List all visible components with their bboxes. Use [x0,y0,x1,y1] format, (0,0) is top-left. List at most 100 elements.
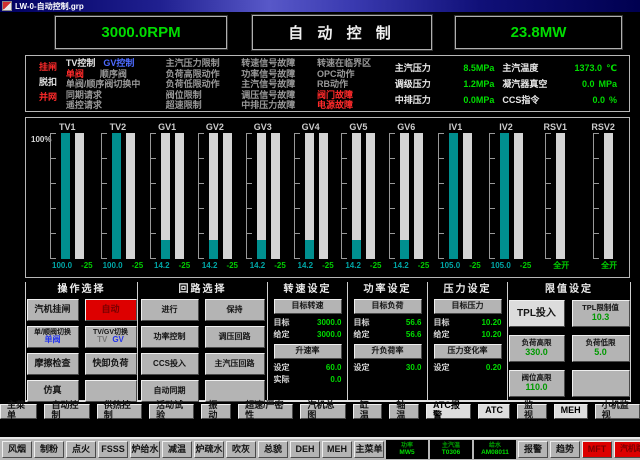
cell-label: 主汽温 [441,442,460,449]
panel-title: 压力设定 [443,284,492,295]
operation-button[interactable]: 自动 [84,299,137,321]
loop-button[interactable]: 功率控制 [140,326,199,348]
valve-scale [197,133,204,259]
readout-unit: ℃ [606,63,617,73]
valve-bar-demand [414,133,424,259]
button-label: 自动同期 [153,385,186,395]
cell-value: AM08011 [481,448,509,456]
misc-readout-column: 主汽温度 1373.0 ℃ 凝汽器真空 0.0 MPa CCS指令 0.0% [502,56,629,111]
taskbar-button[interactable]: 减温 [162,441,192,458]
valve-value: 14.2 [393,261,409,270]
nav-button[interactable]: 供热控制 [96,400,143,420]
valve-values: 全开 [599,259,617,272]
button-subtext: GV [112,335,124,345]
pressure-rate-button[interactable]: 压力变化率 [433,344,502,359]
valve-value: 105.0 [490,261,511,270]
setting-row: 设定 60.0 [274,362,342,374]
valve-ref-value: -25 [274,261,286,270]
valve-bars [593,133,614,259]
loop-button[interactable]: 自动同期 [140,380,199,402]
taskbar-button[interactable]: 风烟 [2,441,32,458]
valve-group: GV6 14.2 -25 [382,121,430,275]
nav-button[interactable]: 自动控制 [44,400,90,420]
cell-label: 给水 [488,442,501,449]
valve-scale [545,133,552,259]
limit-button[interactable]: TPL限制值 10.3 [571,300,630,327]
valve-values: 100.0 -25 [103,259,144,272]
taskbar-button[interactable]: 吹灰 [226,441,256,458]
valve-scale [150,133,157,259]
nav-button[interactable]: 汽机总图 [300,400,346,420]
loop-button[interactable]: 进行 [140,299,199,321]
valve-values: 14.2 -25 [298,259,334,272]
valve-label: IV2 [499,122,513,132]
valve-bar-fill [500,133,510,259]
readout-value: 0.0 [592,95,605,105]
panel-title: 操作选择 [57,284,106,295]
valve-ref-value: -25 [469,261,481,270]
nav-button[interactable]: MEH [553,403,588,419]
taskbar-button[interactable]: 炉疏水 [194,441,224,458]
taskbar-button[interactable]: 趋势 [550,441,580,458]
button-label: 负荷高限 [521,338,552,348]
limit-button[interactable]: 负荷高限 330.0 [508,335,565,362]
taskbar-button[interactable]: 炉给水 [130,441,160,458]
valve-bars [293,133,328,259]
speed-target-button[interactable]: 目标转速 [273,299,342,314]
taskbar-button[interactable]: 制粉 [34,441,64,458]
control-mode-display: 自 动 控 制 [252,15,432,50]
valve-bar-actual [352,133,362,259]
limit-button[interactable]: TPL投入 [508,300,565,327]
operation-button[interactable]: 单/顺阀切换 单阀 [26,326,79,348]
taskbar-button[interactable]: MEH [322,441,352,458]
operation-button[interactable]: 快卸负荷 [84,353,137,375]
setting-row: 给定 3000.0 [274,329,342,341]
limit-button[interactable]: 负荷低限 5.0 [571,335,630,362]
taskbar-alarm-button[interactable]: 汽机跳闸 [614,441,640,458]
taskbar-button[interactable]: DEH [290,441,320,458]
setting-label: 目标 [353,318,370,327]
valve-bar-fill [304,240,314,259]
loop-button[interactable]: CCS投入 [140,353,199,375]
taskbar-alarm-button[interactable]: MFT [582,441,612,458]
taskbar-button[interactable]: 报警 [518,441,548,458]
taskbar-button[interactable]: FSSS [98,441,128,458]
nav-button[interactable]: 超速/严密性 [238,400,294,420]
nav-button[interactable]: 小机监视 [594,400,640,420]
loop-button[interactable]: 保持 [204,299,265,321]
nav-button[interactable]: 振动 [201,400,232,420]
power-rate-button[interactable]: 升负荷率 [353,344,422,359]
cell-value: T0306 [441,448,461,456]
pressure-target-button[interactable]: 目标压力 [433,299,502,314]
valve-bar-demand [463,133,473,259]
loop-button[interactable]: 主汽压回路 [204,353,265,375]
taskbar-button[interactable]: 点火 [66,441,96,458]
valve-bar-actual [161,133,171,259]
operation-button[interactable]: TV/GV切换 TV GV [84,326,137,348]
taskbar-button[interactable]: 主菜单 [354,441,384,458]
nav-button[interactable]: ATC [478,403,511,419]
valve-bar-fill [400,240,410,259]
nav-button[interactable]: 缸温 [352,400,383,420]
button-label: TPL限制值 [582,303,619,313]
setting-label: 给定 [433,330,450,339]
valve-bar-demand [175,133,185,259]
nav-button[interactable]: 轴温 [389,400,420,420]
status-item: RB动作 [317,79,349,90]
power-target-button[interactable]: 目标负荷 [353,299,422,314]
operation-button[interactable]: 仿真 [26,380,79,402]
status-item: OPC动作 [317,68,355,79]
speed-rate-button[interactable]: 升速率 [273,344,342,359]
nav-button[interactable]: ATC报警 [426,400,472,420]
nav-button[interactable]: 主菜单 [0,400,38,420]
taskbar-button[interactable]: 总貌 [258,441,288,458]
readout-unit: % [608,95,617,105]
loop-button[interactable]: 调压回路 [204,326,265,348]
operation-button[interactable]: 摩擦检查 [26,353,79,375]
nav-button[interactable]: 活动试验 [149,400,195,420]
button-label: 主汽压回路 [214,358,255,368]
limit-button[interactable]: 阀位高限 110.0 [508,370,565,397]
nav-button[interactable]: 监视 [517,400,547,420]
operation-button[interactable]: 汽机挂闸 [26,299,79,321]
readout-label: 中排压力 [394,95,431,105]
